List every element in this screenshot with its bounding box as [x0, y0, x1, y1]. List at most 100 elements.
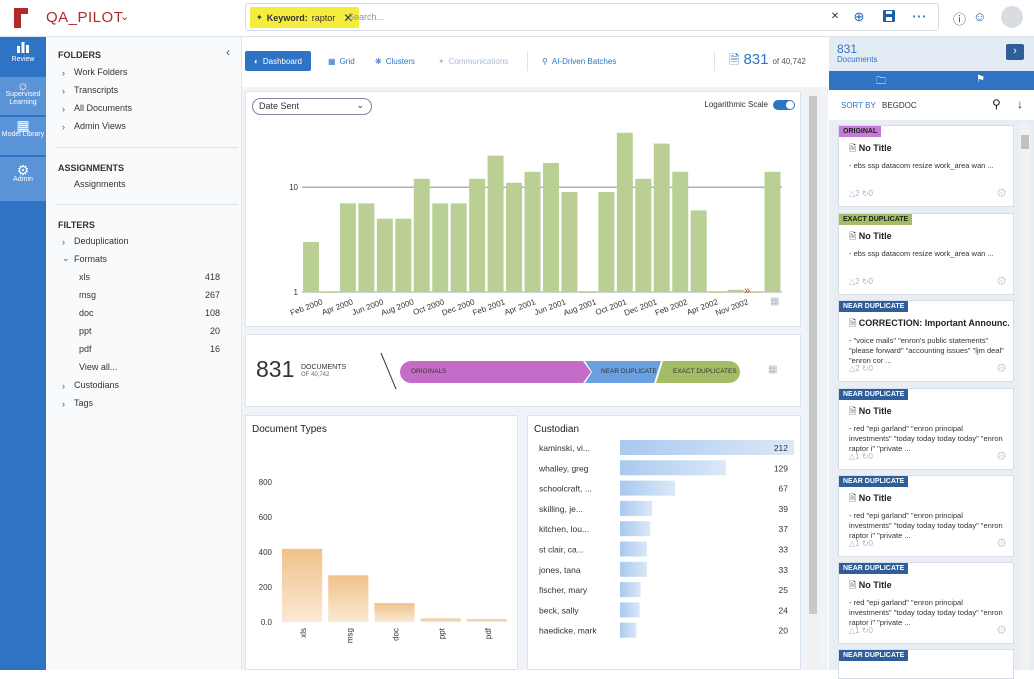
filter-formats[interactable]: Formats [74, 254, 108, 264]
timeline-bar[interactable] [358, 203, 375, 292]
search-input[interactable]: Search... [348, 12, 385, 22]
document-title[interactable]: 🗎 No Title [849, 578, 1009, 594]
sort-direction-icon[interactable]: ↓ [1017, 97, 1023, 111]
timeline-bar[interactable] [746, 292, 763, 293]
format-item[interactable]: ppt [79, 326, 92, 336]
chart-view-icon[interactable]: ▦ [768, 364, 778, 375]
document-title[interactable]: 🗎 No Title [849, 141, 1009, 157]
doc-type-bar[interactable] [374, 603, 415, 622]
chip-remove-icon[interactable]: ✕ [343, 10, 354, 25]
log-scale-toggle[interactable] [773, 100, 795, 110]
document-title[interactable]: 🗎 CORRECTION: Important Announc... [849, 316, 1009, 332]
timeline-bar[interactable] [635, 178, 652, 292]
folder-admin-views[interactable]: Admin Views [74, 121, 126, 131]
timeline-bar[interactable] [339, 203, 356, 292]
timeline-bar[interactable] [672, 171, 689, 292]
timeline-bar[interactable] [653, 143, 670, 292]
custodian-bar[interactable] [620, 622, 637, 638]
more-dates-icon[interactable]: » [744, 285, 750, 297]
timeline-bar[interactable] [450, 203, 467, 292]
chevron-down-icon[interactable]: ⌄ [62, 253, 70, 263]
timeline-bar[interactable] [727, 289, 744, 292]
timeline-bar[interactable] [579, 292, 596, 293]
search-bar[interactable]: ✦ Keyword: raptor ✕ Search... ✕ ⊕ ⋯ [245, 3, 939, 31]
panel-scrollbar[interactable] [1020, 123, 1030, 670]
timeline-bar[interactable] [561, 191, 578, 292]
more-icon[interactable]: ⋯ [911, 8, 927, 25]
target-icon[interactable]: ⊕ [853, 9, 865, 24]
custodian-bar[interactable] [620, 500, 653, 516]
timeline-bar[interactable] [764, 171, 781, 292]
rail-review[interactable]: Review [0, 41, 46, 75]
timeline-bar[interactable] [506, 182, 523, 292]
timeline-bar[interactable] [395, 218, 412, 292]
custodian-bar[interactable] [620, 582, 641, 598]
tab-clusters[interactable]: ❋ Clusters [375, 51, 415, 71]
timeline-bar[interactable] [524, 171, 541, 292]
timeline-bar[interactable] [303, 241, 319, 292]
segment-exact-duplicates[interactable] [656, 361, 740, 383]
folder-work-folders[interactable]: Work Folders [74, 67, 128, 77]
tab-ai-driven-batches[interactable]: ⚲ AI-Driven Batches [542, 51, 616, 71]
assignments-link[interactable]: Assignments [74, 179, 126, 189]
filter-deduplication[interactable]: Deduplication [74, 236, 129, 246]
chevron-right-icon[interactable]: › [62, 104, 65, 114]
card-settings-icon[interactable]: ⚙ [996, 623, 1007, 637]
rail-admin[interactable]: ⚙ Admin [0, 157, 46, 201]
format-item[interactable]: doc [79, 308, 94, 318]
main-scrollbar[interactable] [807, 88, 819, 670]
timeline-bar[interactable] [432, 203, 449, 292]
card-settings-icon[interactable]: ⚙ [996, 186, 1007, 200]
document-card[interactable]: NEAR DUPLICATE [838, 649, 1014, 679]
view-all-link[interactable]: View all... [79, 362, 118, 372]
filter-tags[interactable]: Tags [74, 398, 94, 408]
timeline-bar[interactable] [690, 210, 707, 292]
card-settings-icon[interactable]: ⚙ [996, 361, 1007, 375]
custodian-bar[interactable] [620, 440, 794, 455]
timeline-bar[interactable] [487, 155, 504, 292]
collapse-sidebar-icon[interactable]: ‹ [226, 45, 230, 59]
format-item[interactable]: pdf [79, 344, 92, 354]
project-name[interactable]: QA_PILOT [46, 9, 124, 26]
rail-model-library[interactable]: ▦ Model Library [0, 117, 46, 155]
chart-view-icon[interactable]: ▦ [770, 296, 779, 307]
custodian-bar[interactable] [620, 541, 648, 557]
custodian-bar[interactable] [620, 561, 648, 577]
filter-custodians[interactable]: Custodians [74, 380, 120, 390]
custodian-bar[interactable] [620, 460, 726, 476]
custodian-bar[interactable] [620, 480, 675, 496]
custodian-bar[interactable] [620, 521, 651, 537]
keyword-chip[interactable]: ✦ Keyword: raptor ✕ [250, 7, 360, 28]
document-card[interactable]: NEAR DUPLICATE 🗎 CORRECTION: Important An… [838, 300, 1014, 382]
avatar[interactable] [1001, 6, 1023, 28]
doc-type-bar[interactable] [420, 618, 461, 623]
chevron-right-icon[interactable]: › [62, 122, 65, 132]
format-item[interactable]: xls [79, 272, 90, 282]
folder-all-documents[interactable]: All Documents [74, 103, 133, 113]
doc-type-bar[interactable] [328, 575, 369, 622]
document-card[interactable]: EXACT DUPLICATE 🗎 No Title - ebs ssp datac… [838, 213, 1014, 295]
timeline-bar[interactable] [598, 191, 615, 292]
chevron-down-icon[interactable]: ⌄ [120, 11, 130, 23]
chevron-right-icon[interactable]: › [62, 237, 65, 247]
chevron-right-icon[interactable]: › [62, 86, 65, 96]
timeline-bar[interactable] [543, 162, 559, 292]
document-card[interactable]: NEAR DUPLICATE 🗎 No Title - red "epi garla… [838, 388, 1014, 470]
date-field-select[interactable]: Date Sent ⌄ [252, 98, 372, 115]
chevron-right-icon[interactable]: › [62, 68, 65, 78]
document-card[interactable]: ORIGINAL 🗎 No Title - ebs ssp datacom resi… [838, 125, 1014, 207]
expand-panel-button[interactable]: › [1006, 44, 1024, 60]
scrollbar-thumb[interactable] [1021, 135, 1029, 149]
document-card[interactable]: NEAR DUPLICATE 🗎 No Title - red "epi garla… [838, 562, 1014, 644]
card-settings-icon[interactable]: ⚙ [996, 536, 1007, 550]
timeline-bar[interactable] [321, 292, 338, 293]
timeline-bar[interactable] [376, 218, 393, 292]
folder-transcripts[interactable]: Transcripts [74, 85, 119, 95]
format-item[interactable]: msg [79, 290, 97, 300]
segment-near-duplicate[interactable] [585, 361, 661, 383]
save-icon[interactable] [880, 10, 898, 25]
tab-grid[interactable]: ▦ Grid [328, 51, 355, 71]
card-settings-icon[interactable]: ⚙ [996, 274, 1007, 288]
chevron-right-icon[interactable]: › [62, 399, 65, 409]
folder-add-icon[interactable]: 🗀 [876, 76, 886, 87]
